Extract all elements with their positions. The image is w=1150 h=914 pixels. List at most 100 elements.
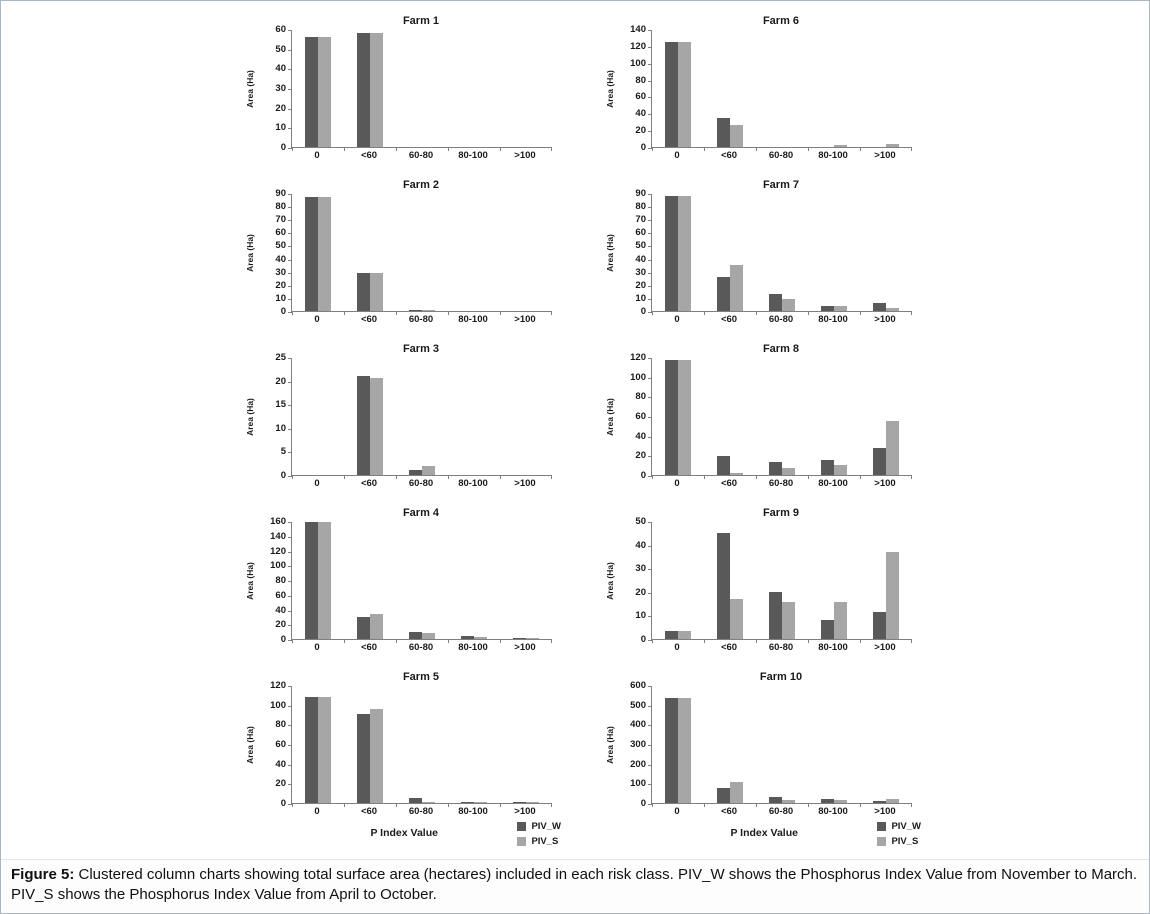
y-axis-label-column: Area (Ha)	[603, 358, 617, 476]
x-tick-mark	[448, 639, 449, 643]
y-tick-label: 60	[635, 411, 646, 422]
bar-piv_s-60-80	[782, 468, 795, 475]
bar-piv_w-80-100	[821, 305, 834, 311]
bar-piv_s-<60	[730, 782, 743, 803]
y-tick-label: 0	[640, 634, 646, 645]
x-tick-mark	[292, 803, 293, 807]
bar-piv_s-80-100	[474, 802, 487, 803]
x-tick-mark	[448, 147, 449, 151]
bar-piv_s->100	[886, 420, 899, 475]
y-tick-mark	[648, 259, 652, 261]
y-tick-label: 0	[280, 306, 286, 317]
chart-title-farm-2: Farm 2	[402, 179, 440, 191]
x-tick-label: >100	[514, 806, 536, 817]
y-tick-mark	[648, 784, 652, 786]
x-tick-mark	[808, 311, 809, 315]
bar-piv_w-<60	[717, 788, 730, 803]
bar-piv_w->100	[873, 303, 886, 311]
x-tick-mark	[808, 803, 809, 807]
chart-farm-6: Farm 6 Area (Ha) 0 20 40 60 80 100 120 140 0 <60 60-…	[603, 15, 943, 179]
bar-piv_w-<60	[357, 616, 370, 639]
x-tick-mark	[448, 803, 449, 807]
x-axis-title: P Index Value	[730, 827, 798, 839]
y-axis-label-column: Area (Ha)	[243, 194, 257, 312]
y-tick-label: 60	[275, 739, 286, 750]
chart-title-farm-5: Farm 5	[402, 671, 440, 683]
y-tick-label: 30	[635, 266, 646, 278]
y-tick-mark	[288, 428, 292, 430]
x-tick-mark	[756, 803, 757, 807]
y-tick-label: 0	[280, 798, 286, 809]
x-tick-mark	[704, 639, 705, 643]
x-tick-label: 0	[674, 642, 680, 653]
x-tick-mark	[860, 803, 861, 807]
chart-title-farm-4: Farm 4	[402, 507, 440, 519]
y-tick-label: 10	[275, 422, 286, 434]
y-tick-label: 60	[275, 227, 286, 239]
bar-piv_s-<60	[730, 265, 743, 311]
x-tick-mark	[860, 639, 861, 643]
bar-piv_w-0	[665, 630, 678, 639]
bar-piv_s-80-100	[834, 305, 847, 311]
chart-farm-8: Farm 8 Area (Ha) 0 20 40 60 80 100 120 0 <60 60-80 8…	[603, 343, 943, 507]
bar-piv_w-<60	[717, 276, 730, 311]
x-tick-label: >100	[874, 478, 896, 489]
y-tick-mark	[648, 148, 652, 149]
bar-piv_s-0	[678, 630, 691, 639]
y-tick-label: 40	[635, 253, 646, 265]
legend-label-piv_w: PIV_W	[891, 821, 921, 832]
y-axis-label: Area (Ha)	[245, 70, 255, 108]
bar-piv_s->100	[886, 799, 899, 803]
x-tick-mark	[652, 147, 653, 151]
bar-piv_s-60-80	[782, 299, 795, 311]
bar-piv_s-<60	[370, 378, 383, 475]
x-tick-label: <60	[360, 150, 378, 161]
bar-piv_w-60-80	[409, 470, 422, 475]
x-tick-mark	[551, 803, 552, 807]
y-axis-label: Area (Ha)	[605, 398, 615, 436]
x-tick-label: 0	[314, 478, 320, 489]
y-tick-label: 40	[275, 604, 286, 616]
chart-title-farm-8: Farm 8	[762, 343, 800, 355]
chart-title-farm-6: Farm 6	[762, 15, 800, 27]
x-tick-mark	[911, 475, 912, 479]
y-tick-mark	[648, 246, 652, 248]
y-tick-mark	[288, 194, 292, 195]
y-tick-mark	[288, 581, 292, 582]
plot-area	[648, 686, 912, 807]
bar-piv_s-80-100	[834, 465, 847, 475]
y-axis-label: Area (Ha)	[245, 562, 255, 600]
x-tick-mark	[448, 475, 449, 479]
x-tick-label: 60-80	[408, 806, 434, 817]
chart-body: Area (Ha) 0 100 200 300 400 500 600	[603, 681, 943, 809]
y-tick-mark	[288, 536, 292, 538]
x-axis: 0 <60 60-80 80-100 >100	[651, 148, 911, 161]
x-tick-label: >100	[514, 314, 536, 325]
y-tick-mark	[288, 148, 292, 149]
x-tick-label: 60-80	[408, 150, 434, 161]
bar-piv_s-<60	[730, 598, 743, 639]
x-tick-mark	[911, 639, 912, 643]
x-tick-mark	[344, 803, 345, 807]
y-tick-mark	[288, 784, 292, 786]
x-tick-label: 80-100	[818, 150, 848, 161]
y-tick-mark	[288, 686, 292, 687]
legend-swatch-piv_w	[517, 822, 527, 831]
x-tick-mark	[808, 639, 809, 643]
y-tick-mark	[648, 114, 652, 116]
y-axis-label: Area (Ha)	[245, 726, 255, 764]
x-tick-label: <60	[720, 806, 738, 817]
x-tick-mark	[448, 311, 449, 315]
x-tick-label: >100	[514, 642, 536, 653]
y-tick-mark	[648, 46, 652, 48]
y-tick-label: 200	[630, 758, 646, 770]
x-tick-label: 0	[314, 806, 320, 817]
legend-swatch-piv_s	[517, 837, 527, 846]
x-axis: 0 <60 60-80 80-100 >100	[651, 640, 911, 653]
x-tick-mark	[292, 311, 293, 315]
bar-piv_w-0	[305, 196, 318, 311]
x-tick-mark	[500, 147, 501, 151]
y-tick-label: 60	[275, 24, 286, 35]
bar-piv_w-80-100	[821, 460, 834, 475]
y-axis: 0 20 40 60 80 100 120	[617, 353, 651, 481]
